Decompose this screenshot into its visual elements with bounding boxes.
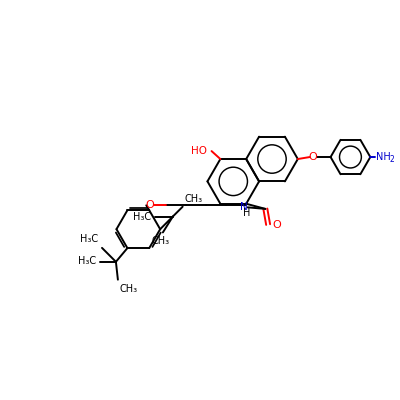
Text: N: N [240,202,248,212]
Text: NH: NH [376,152,391,162]
Text: H₃C: H₃C [80,234,98,244]
Text: HO: HO [190,146,206,156]
Text: H₃C: H₃C [133,212,151,222]
Text: CH₃: CH₃ [120,284,138,294]
Text: H: H [243,208,250,218]
Text: O: O [272,220,281,230]
Text: CH₃: CH₃ [152,236,170,246]
Text: 2: 2 [389,154,394,164]
Text: CH₃: CH₃ [185,194,203,204]
Text: H₃C: H₃C [78,256,96,266]
Text: O: O [308,152,317,162]
Text: O: O [146,200,155,210]
